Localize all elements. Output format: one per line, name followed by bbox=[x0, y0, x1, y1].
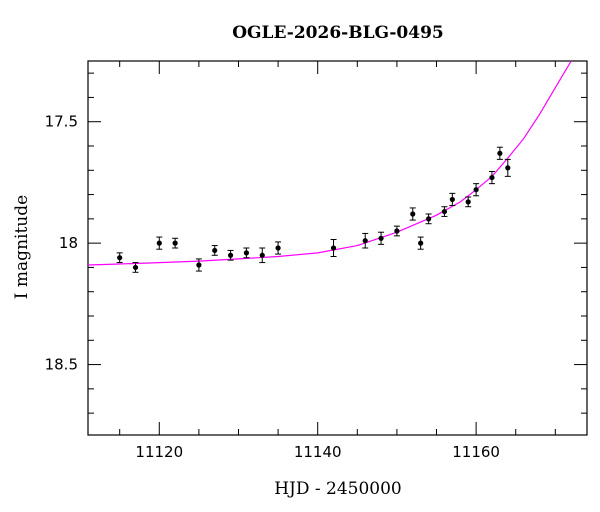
data-point-marker bbox=[489, 174, 495, 181]
data-point-marker bbox=[330, 245, 337, 251]
data-point bbox=[132, 262, 139, 273]
data-point-marker bbox=[378, 235, 384, 241]
data-point bbox=[116, 252, 123, 264]
data-point-marker bbox=[196, 262, 202, 268]
model-fit-curve bbox=[88, 61, 572, 266]
data-point-marker bbox=[156, 240, 162, 246]
data-point-marker bbox=[465, 199, 471, 205]
data-point-marker bbox=[362, 238, 368, 244]
data-point bbox=[362, 232, 369, 249]
data-point-marker bbox=[243, 250, 250, 256]
x-tick-label: 11160 bbox=[452, 443, 500, 461]
data-point-marker bbox=[172, 240, 178, 246]
y-tick-label: 18 bbox=[59, 234, 78, 252]
data-point bbox=[195, 258, 202, 272]
data-point-marker bbox=[117, 255, 123, 261]
data-point-marker bbox=[394, 228, 400, 234]
data-point bbox=[504, 158, 511, 177]
plot-frame bbox=[87, 60, 588, 436]
data-point bbox=[441, 206, 448, 217]
data-point bbox=[417, 236, 424, 250]
data-point bbox=[259, 247, 266, 264]
x-axis-label: HJD - 2450000 bbox=[274, 479, 402, 499]
data-point bbox=[243, 247, 250, 259]
data-point bbox=[496, 146, 503, 160]
data-point bbox=[227, 249, 234, 261]
data-point-marker bbox=[449, 196, 455, 203]
data-point bbox=[378, 231, 385, 245]
data-point bbox=[393, 225, 400, 237]
data-point bbox=[275, 241, 282, 255]
x-tick-label: 11140 bbox=[294, 443, 342, 461]
data-point-marker bbox=[275, 245, 281, 251]
data-point bbox=[473, 183, 480, 197]
y-axis-label: I magnitude bbox=[12, 195, 32, 299]
plot-area bbox=[88, 61, 572, 273]
data-point bbox=[465, 196, 472, 208]
x-tick-label: 11120 bbox=[135, 443, 183, 461]
y-tick-label: 17.5 bbox=[45, 113, 78, 131]
data-point bbox=[156, 236, 163, 250]
data-point-marker bbox=[441, 208, 448, 215]
data-point bbox=[449, 192, 456, 206]
data-point-marker bbox=[132, 264, 139, 271]
data-point-marker bbox=[212, 247, 218, 254]
data-point-marker bbox=[497, 150, 503, 156]
data-point bbox=[172, 237, 179, 249]
data-point-marker bbox=[227, 252, 234, 258]
axis-ticks bbox=[88, 61, 587, 435]
data-point bbox=[488, 171, 495, 185]
data-point bbox=[409, 207, 416, 221]
y-tick-label: 18.5 bbox=[45, 356, 78, 374]
data-point-marker bbox=[259, 252, 265, 258]
data-point bbox=[425, 213, 432, 225]
data-point-marker bbox=[418, 240, 424, 246]
data-point-marker bbox=[425, 216, 432, 222]
data-point bbox=[330, 239, 337, 257]
data-point-marker bbox=[505, 165, 511, 171]
axis-tick-labels: 11120 11140 11160 17.5 18 18.5 bbox=[45, 113, 500, 461]
data-point bbox=[211, 245, 218, 256]
data-points bbox=[116, 146, 511, 273]
chart-title: OGLE-2026-BLG-0495 bbox=[232, 23, 444, 43]
data-point-marker bbox=[473, 187, 479, 193]
data-point-marker bbox=[410, 211, 416, 217]
